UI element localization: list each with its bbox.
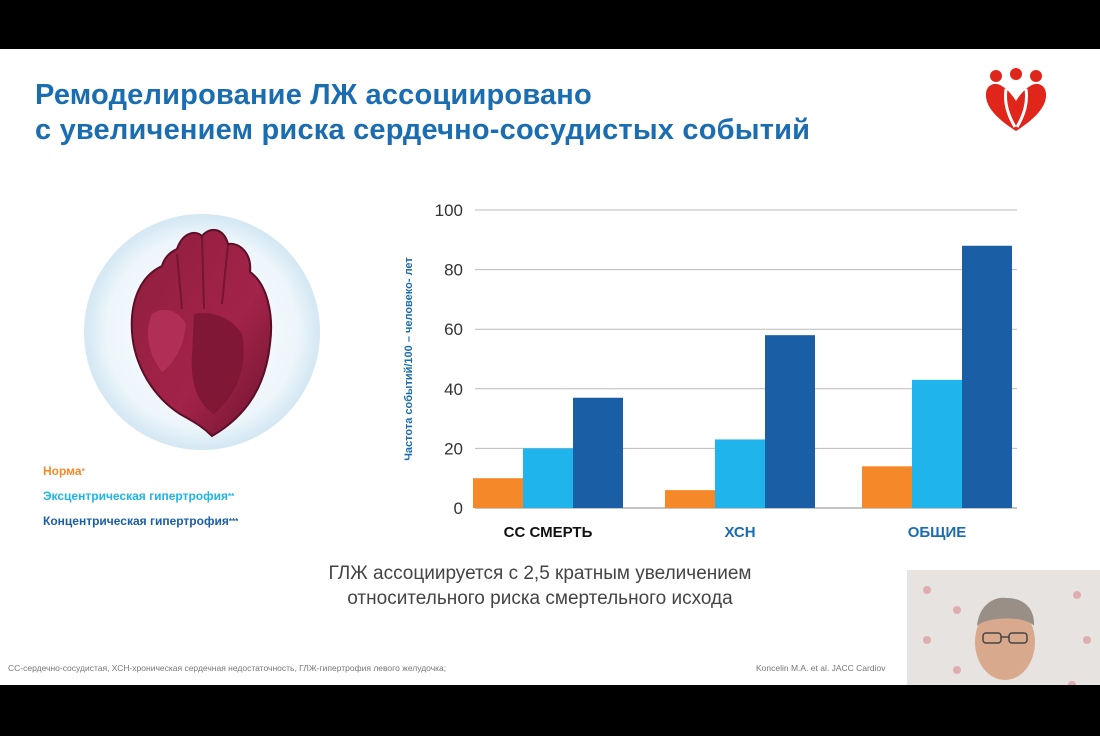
y-tick-label: 80 [444, 261, 463, 280]
y-tick-label: 40 [444, 380, 463, 399]
y-axis-label: Частота событий/100 – человеко- лет [403, 257, 415, 461]
heart-illustration [84, 214, 320, 450]
bar [962, 245, 1012, 508]
bar [912, 379, 962, 508]
y-tick-label: 0 [454, 499, 463, 518]
bar [523, 448, 573, 508]
y-tick-label: 100 [435, 201, 463, 220]
legend-item-norm: Норма* [43, 464, 85, 478]
caption-line-2: относительного риска смертельного исхода [347, 588, 733, 609]
webcam-video-feed [907, 570, 1100, 685]
x-category-label: СС СМЕРТЬ [504, 524, 593, 541]
bar [862, 466, 912, 508]
caption-line-1: ГЛЖ ассоциируется с 2,5 кратным увеличен… [328, 563, 752, 584]
bar [473, 478, 523, 508]
x-category-label: ОБЩИЕ [908, 524, 967, 541]
bar [665, 490, 715, 508]
legend-item-concentric: Концентрическая гипертрофия*** [43, 514, 239, 528]
bar [573, 397, 623, 508]
y-tick-label: 60 [444, 320, 463, 339]
y-tick-label: 20 [444, 439, 463, 458]
society-logo [985, 68, 1047, 131]
abbreviations-footnote: СС-сердечно-сосудистая, ХСН-хроническая … [8, 663, 447, 673]
bar [765, 335, 815, 508]
presentation-slide: Ремоделирование ЛЖ ассоциировано с увели… [0, 49, 1100, 685]
chart-legend: Норма* Эксцентрическая гипертрофия** Кон… [43, 459, 238, 534]
bar-chart: 0 20 40 60 80 100 Частота событий/100 – челове… [403, 201, 1017, 541]
legend-item-eccentric: Эксцентрическая гипертрофия** [43, 489, 235, 503]
reference-citation: Koncelin M.A. et al. JACC Cardiov [756, 663, 886, 673]
slide-title-line-2: с увеличением риска сердечно-сосудистых … [35, 114, 811, 146]
slide-title: Ремоделирование ЛЖ ассоциировано с увели… [35, 78, 810, 148]
slide-caption: ГЛЖ ассоциируется с 2,5 кратным увеличен… [250, 561, 830, 611]
bar [715, 439, 765, 508]
x-category-label: ХСН [724, 524, 755, 541]
slide-title-line-1: Ремоделирование ЛЖ ассоциировано [35, 79, 592, 111]
